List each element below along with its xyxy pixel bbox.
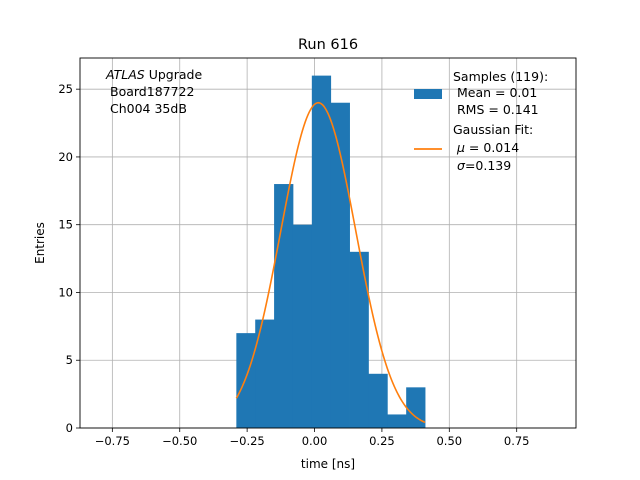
legend-samples-swatch xyxy=(414,89,442,99)
legend-samples-rms: RMS = 0.141 xyxy=(457,102,539,117)
histogram-bar xyxy=(406,387,426,428)
histogram-bar xyxy=(311,75,332,428)
y-tick-label: 15 xyxy=(58,218,73,232)
plot-frame xyxy=(79,57,577,429)
y-axis-ticks: 0 5 10 15 20 25 xyxy=(58,82,80,435)
x-tick-label: −0.25 xyxy=(230,434,265,448)
annotation-line-3: Ch004 35dB xyxy=(110,101,187,116)
legend-fit-title: Gaussian Fit: xyxy=(453,122,533,137)
histogram-bar xyxy=(330,102,350,428)
y-tick-label: 5 xyxy=(66,353,73,367)
annotation-upgrade: Upgrade xyxy=(145,67,203,82)
legend-fit-mu: μ = 0.014 xyxy=(456,140,519,155)
histogram-bar xyxy=(349,251,369,428)
histogram-bar xyxy=(368,373,388,428)
legend-samples-mean: Mean = 0.01 xyxy=(457,85,537,100)
y-axis-label: Entries xyxy=(33,222,47,264)
histogram-bar xyxy=(292,224,313,428)
chart-title: Run 616 xyxy=(298,37,358,53)
y-tick-label: 10 xyxy=(58,285,73,299)
legend-mu-value: = 0.014 xyxy=(465,140,519,155)
annotation-line-2: Board187722 xyxy=(110,84,194,99)
y-tick-label: 0 xyxy=(66,421,73,435)
y-tick-label: 25 xyxy=(58,82,73,96)
x-tick-label: 0.50 xyxy=(436,434,462,448)
histogram-bar xyxy=(255,319,275,428)
legend-fit-sigma: σ=0.139 xyxy=(457,158,511,173)
legend-sigma-symbol: σ xyxy=(457,158,466,173)
y-tick-label: 20 xyxy=(58,150,73,164)
x-tick-label: 0.75 xyxy=(504,434,530,448)
x-axis-ticks: −0.75 −0.50 −0.25 0.00 0.25 0.50 0.75 xyxy=(95,428,530,448)
histogram-bar xyxy=(236,333,256,428)
histogram-bar xyxy=(274,184,294,428)
x-tick-label: 0.00 xyxy=(302,434,328,448)
legend-mu-symbol: μ xyxy=(456,140,465,155)
x-tick-label: 0.25 xyxy=(369,434,395,448)
legend-samples-title: Samples (119): xyxy=(453,69,548,84)
atlas-annotation: ATLAS Upgrade Board187722 Ch004 35dB xyxy=(105,67,202,116)
annotation-line-1: ATLAS Upgrade xyxy=(105,67,202,82)
legend: Samples (119): Mean = 0.01 RMS = 0.141 G… xyxy=(414,69,548,173)
x-axis-label: time [ns] xyxy=(301,457,355,471)
annotation-atlas: ATLAS xyxy=(105,67,145,82)
x-tick-label: −0.75 xyxy=(95,434,130,448)
gaussian-fit-curve xyxy=(235,101,426,424)
x-tick-label: −0.50 xyxy=(162,434,197,448)
legend-sigma-value: =0.139 xyxy=(465,158,511,173)
histogram-bar xyxy=(387,414,407,428)
histogram-bars xyxy=(236,75,426,428)
